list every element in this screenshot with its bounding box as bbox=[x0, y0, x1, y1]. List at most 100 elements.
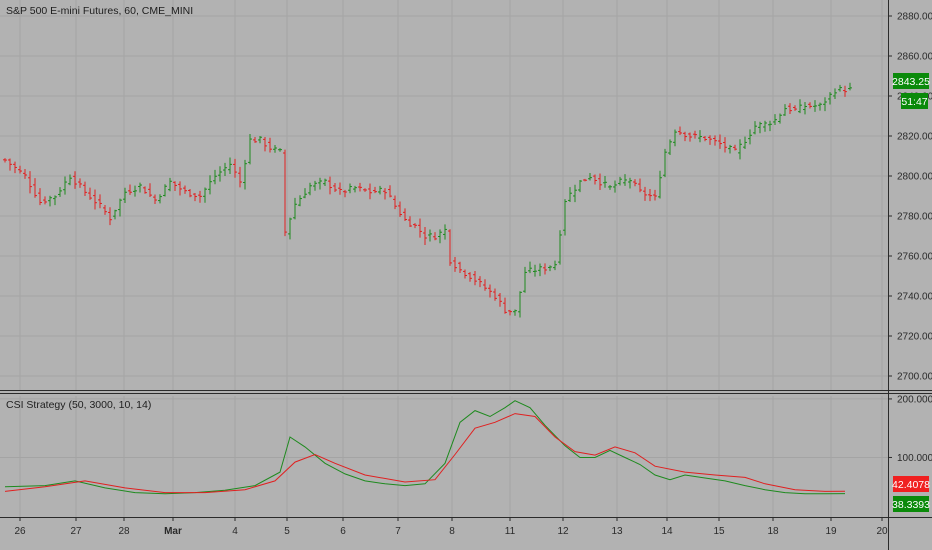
price-bar bbox=[468, 272, 472, 282]
price-bar bbox=[18, 165, 22, 174]
price-bar bbox=[53, 195, 57, 206]
price-bar bbox=[838, 84, 842, 92]
indicator-axis[interactable]: 200.0000 100.0000 bbox=[888, 394, 932, 464]
price-bars bbox=[3, 82, 852, 318]
price-bar bbox=[308, 182, 312, 196]
price-bar bbox=[848, 82, 852, 91]
price-bar bbox=[118, 198, 122, 217]
price-bar bbox=[28, 171, 32, 194]
time-tick-label: Mar bbox=[164, 526, 182, 537]
price-bar bbox=[273, 144, 277, 153]
price-bar bbox=[303, 188, 307, 199]
time-tick-label: 28 bbox=[118, 526, 130, 537]
price-bar bbox=[628, 177, 632, 189]
price-bar bbox=[108, 207, 112, 226]
price-bar bbox=[148, 183, 152, 197]
price-bar bbox=[428, 229, 432, 242]
time-axis[interactable]: 26 27 28 Mar 4 5 6 7 8 11 12 13 14 15 18 19 20 bbox=[14, 517, 888, 537]
price-tick-label: 2800.00 bbox=[897, 172, 932, 183]
price-bar bbox=[228, 157, 232, 175]
price-bar bbox=[528, 261, 532, 274]
price-bar bbox=[818, 102, 822, 111]
price-bar bbox=[368, 183, 372, 200]
price-bar bbox=[448, 229, 452, 266]
last-price-value: 2843.25 bbox=[892, 76, 930, 88]
price-bar bbox=[518, 291, 522, 318]
price-bar bbox=[573, 184, 577, 203]
price-tick-label: 2820.00 bbox=[897, 132, 932, 143]
price-bar bbox=[443, 224, 447, 240]
price-bar bbox=[43, 196, 47, 205]
price-bar bbox=[483, 279, 487, 291]
indicator-tick-label: 200.0000 bbox=[897, 394, 932, 405]
price-bar bbox=[793, 105, 797, 111]
price-bar bbox=[703, 136, 707, 142]
indicator-title[interactable]: CSI Strategy (50, 3000, 10, 14) bbox=[6, 399, 151, 411]
price-bar bbox=[348, 183, 352, 194]
price-bar bbox=[248, 133, 252, 165]
price-bar bbox=[358, 182, 362, 192]
grid bbox=[0, 0, 888, 517]
price-bar bbox=[773, 114, 777, 126]
price-bar bbox=[713, 135, 717, 146]
price-bar bbox=[328, 176, 332, 195]
price-bar bbox=[638, 178, 642, 193]
price-bar bbox=[388, 185, 392, 198]
price-bar bbox=[353, 185, 357, 193]
time-tick-label: 13 bbox=[611, 526, 623, 537]
price-bar bbox=[493, 288, 497, 301]
price-bar bbox=[738, 139, 742, 160]
price-bar bbox=[763, 120, 767, 132]
price-tick-label: 2720.00 bbox=[897, 332, 932, 343]
price-bar bbox=[743, 136, 747, 149]
price-bar bbox=[553, 260, 557, 271]
price-bar bbox=[608, 184, 612, 190]
price-bar bbox=[98, 194, 102, 209]
price-bar bbox=[833, 88, 837, 99]
price-bar bbox=[168, 177, 172, 192]
price-bar bbox=[133, 185, 137, 197]
price-bar bbox=[258, 136, 262, 144]
price-bar bbox=[403, 208, 407, 222]
price-bar bbox=[548, 265, 552, 272]
price-bar bbox=[733, 144, 737, 151]
price-bar bbox=[23, 169, 27, 179]
price-bar bbox=[318, 177, 322, 190]
price-bar bbox=[658, 170, 662, 199]
price-bar bbox=[758, 121, 762, 134]
price-bar bbox=[383, 188, 387, 200]
price-bar bbox=[538, 263, 542, 277]
price-bar bbox=[488, 284, 492, 298]
price-bar bbox=[708, 135, 712, 145]
price-bar bbox=[578, 179, 582, 193]
price-bar bbox=[513, 309, 517, 316]
price-bar bbox=[683, 131, 687, 142]
price-bar bbox=[343, 189, 347, 198]
price-bar bbox=[633, 179, 637, 187]
price-bar bbox=[293, 197, 297, 220]
price-bar bbox=[563, 199, 567, 236]
price-bar bbox=[283, 149, 287, 237]
price-bar bbox=[418, 218, 422, 238]
price-tick-label: 2880.00 bbox=[897, 12, 932, 23]
price-bar bbox=[13, 161, 17, 174]
time-tick-label: 27 bbox=[70, 526, 82, 537]
price-bar bbox=[103, 204, 107, 215]
price-axis[interactable]: 2880.002860.002840.002820.002800.002780.… bbox=[888, 12, 932, 383]
price-bar bbox=[233, 158, 237, 178]
price-bar bbox=[393, 195, 397, 210]
price-tick-label: 2760.00 bbox=[897, 252, 932, 263]
price-bar bbox=[3, 158, 7, 163]
indicator-red-badge: 42.4078 bbox=[892, 476, 930, 492]
price-bar bbox=[438, 229, 442, 244]
price-bar bbox=[558, 230, 562, 265]
symbol-title[interactable]: S&P 500 E-mini Futures, 60, CME_MINI bbox=[6, 5, 193, 17]
price-bar bbox=[533, 264, 537, 277]
price-bar bbox=[38, 188, 42, 206]
price-bar bbox=[618, 176, 622, 186]
price-bar bbox=[58, 187, 62, 197]
price-bar bbox=[203, 187, 207, 203]
price-bar bbox=[73, 171, 77, 189]
